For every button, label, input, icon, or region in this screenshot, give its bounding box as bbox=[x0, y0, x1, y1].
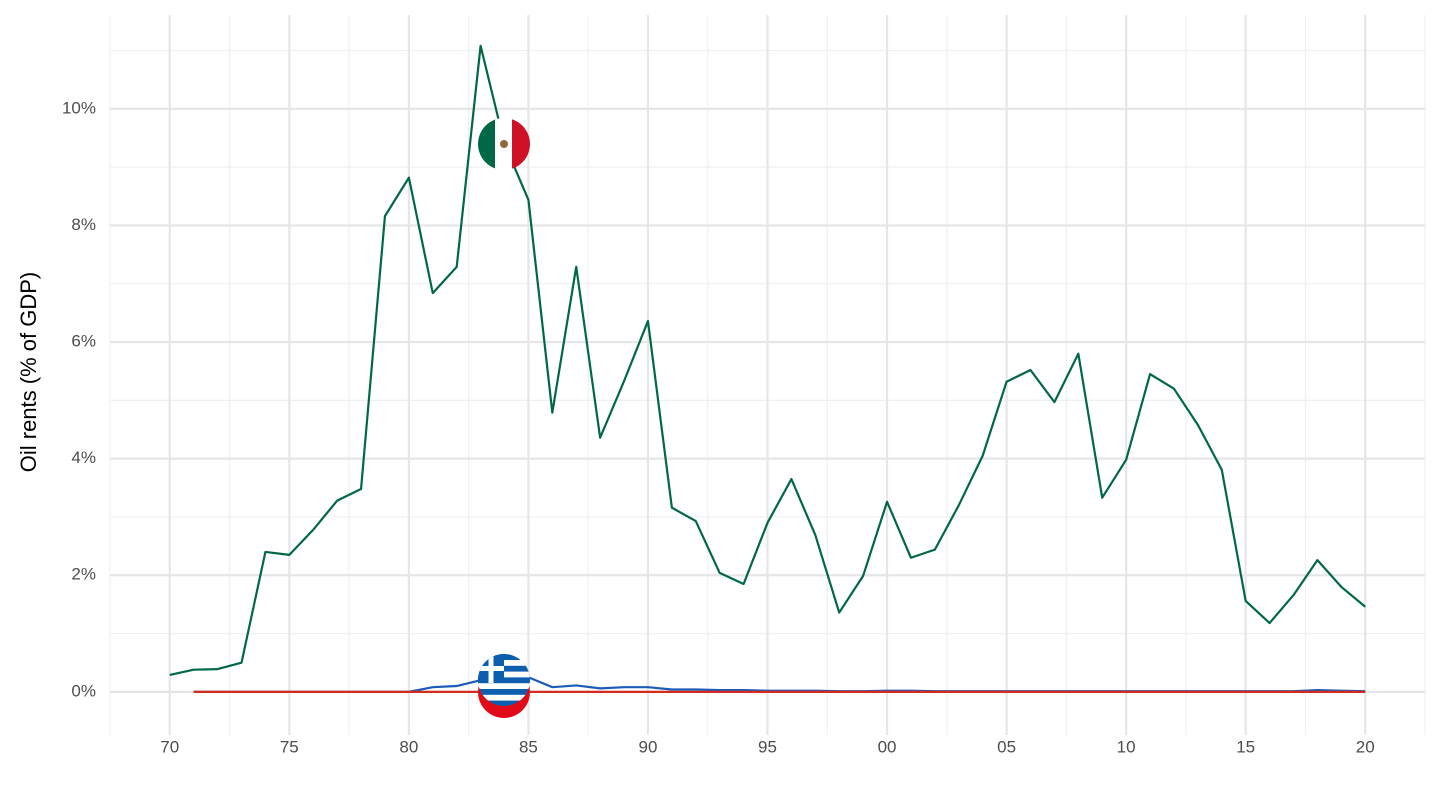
x-tick-label: 70 bbox=[160, 737, 179, 756]
x-tick-label: 85 bbox=[519, 737, 538, 756]
y-axis-title: Oil rents (% of GDP) bbox=[16, 272, 41, 472]
x-tick-label: 05 bbox=[997, 737, 1016, 756]
y-tick-label: 2% bbox=[71, 565, 96, 584]
x-tick-label: 15 bbox=[1236, 737, 1255, 756]
flag-greece bbox=[478, 654, 530, 706]
x-tick-label: 20 bbox=[1356, 737, 1375, 756]
x-tick-label: 10 bbox=[1117, 737, 1136, 756]
y-tick-label: 8% bbox=[71, 215, 96, 234]
y-tick-label: 10% bbox=[62, 98, 96, 117]
x-tick-label: 00 bbox=[878, 737, 897, 756]
flag-mexico bbox=[478, 118, 530, 170]
y-tick-label: 4% bbox=[71, 448, 96, 467]
series-line bbox=[193, 673, 1366, 693]
y-tick-label: 0% bbox=[71, 681, 96, 700]
y-tick-label: 6% bbox=[71, 332, 96, 351]
x-tick-label: 90 bbox=[638, 737, 657, 756]
series-line bbox=[169, 44, 1366, 677]
x-tick-label: 80 bbox=[399, 737, 418, 756]
x-tick-label: 95 bbox=[758, 737, 777, 756]
x-tick-label: 75 bbox=[280, 737, 299, 756]
